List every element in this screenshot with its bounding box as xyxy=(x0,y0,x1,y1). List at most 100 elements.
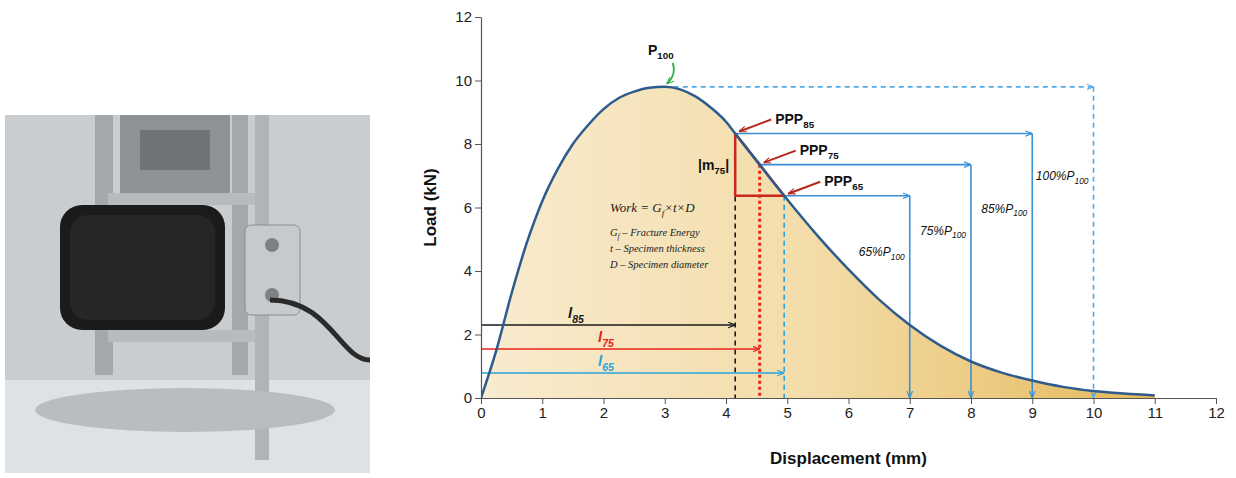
loading-head xyxy=(120,115,230,193)
x-tick: 9 xyxy=(1029,398,1037,421)
formula-line: t – Specimen thickness xyxy=(610,243,705,254)
text-part: PPP xyxy=(824,173,852,189)
level-label: 65%P100 xyxy=(859,245,905,262)
subscript: 100 xyxy=(952,230,966,240)
point-vertical xyxy=(783,196,785,398)
chart-root: 0123456789101112024681012Displacement (m… xyxy=(0,0,1236,478)
length-arrow xyxy=(481,348,760,350)
peak-pointer xyxy=(667,63,674,84)
y-tick: 2 xyxy=(464,326,481,343)
text-part: 65%P xyxy=(859,245,891,259)
x-tick: 3 xyxy=(661,398,669,421)
peak-label: P100 xyxy=(648,42,674,61)
y-tick-mark xyxy=(475,271,481,272)
subscript: 100 xyxy=(891,252,905,262)
specimen xyxy=(60,205,225,330)
subscript: 65 xyxy=(602,361,614,373)
x-tick-label: 5 xyxy=(784,404,792,421)
y-tick-mark xyxy=(475,17,481,18)
point-label: PPP75 xyxy=(800,142,839,161)
length-arrow xyxy=(481,372,784,374)
cable xyxy=(270,300,370,360)
x-tick-label: 2 xyxy=(600,404,608,421)
y-tick-mark xyxy=(475,335,481,336)
x-tick: 6 xyxy=(845,398,853,421)
level-label: 85%P100 xyxy=(981,202,1027,219)
x-tick-label: 12 xyxy=(1208,404,1225,421)
formula-line: Gf – Fracture Energy xyxy=(610,227,700,241)
point-pointer xyxy=(788,182,820,194)
point-vertical xyxy=(758,165,761,398)
load-curve xyxy=(481,87,1155,398)
x-tick-label: 6 xyxy=(845,404,853,421)
x-tick: 1 xyxy=(539,398,547,421)
base-plate xyxy=(35,388,335,432)
subscript: 85 xyxy=(803,119,814,130)
y-tick-label: 2 xyxy=(464,326,472,343)
photo-background xyxy=(5,115,370,473)
x-tick: 4 xyxy=(722,398,730,421)
plot-marks xyxy=(481,87,1155,398)
top-plate xyxy=(108,193,258,205)
slope-label: |m75| xyxy=(698,157,729,176)
load-cell xyxy=(140,130,210,170)
x-tick: 2 xyxy=(600,398,608,421)
point-label: PPP65 xyxy=(824,173,863,192)
point-pointer xyxy=(764,151,796,163)
specimen-face xyxy=(70,215,215,320)
subscript: 75 xyxy=(714,165,725,176)
y-tick-label: 0 xyxy=(464,389,472,406)
y-tick: 10 xyxy=(455,72,481,89)
clamp-screw xyxy=(265,238,279,252)
length-label: l85 xyxy=(568,304,584,325)
y-tick: 0 xyxy=(464,389,481,406)
x-tick-label: 3 xyxy=(661,404,669,421)
text-part: | xyxy=(725,157,729,173)
x-tick-label: 4 xyxy=(722,404,730,421)
bottom-plate xyxy=(108,330,258,342)
x-axis: 0123456789101112 xyxy=(477,398,1225,421)
text-part: ×t×D xyxy=(664,200,695,215)
drop-line xyxy=(909,196,911,398)
y-axis-line xyxy=(481,18,482,399)
y-tick-label: 6 xyxy=(464,199,472,216)
text-part: P xyxy=(648,42,657,58)
x-tick-label: 8 xyxy=(967,404,975,421)
x-tick: 11 xyxy=(1147,398,1163,421)
drop-line xyxy=(1031,134,1033,398)
photo-floor xyxy=(5,380,370,473)
length-arrow xyxy=(481,324,735,326)
level-line xyxy=(760,164,971,166)
text-part: |m xyxy=(698,157,714,173)
y-tick-label: 10 xyxy=(455,72,472,89)
y-tick: 4 xyxy=(464,262,481,279)
length-label: l75 xyxy=(598,328,614,349)
y-axis: 0 2 4 6 8 10 12 xyxy=(455,8,481,406)
text-part: PPP xyxy=(775,111,803,127)
formula-line: Work = Gf×t×D xyxy=(610,200,695,218)
text-part: 85%P xyxy=(981,202,1013,216)
text-part: PPP xyxy=(800,142,828,158)
x-tick-label: 9 xyxy=(1029,404,1037,421)
photo-schematic xyxy=(5,115,370,473)
length-label: l65 xyxy=(598,352,614,373)
text-part: Work = G xyxy=(610,200,662,215)
x-tick: 5 xyxy=(784,398,792,421)
curve-area xyxy=(481,87,1155,398)
x-tick-label: 11 xyxy=(1147,404,1163,421)
level-label: 100%P100 xyxy=(1036,169,1089,186)
subscript: 65 xyxy=(852,181,863,192)
y-tick: 8 xyxy=(464,135,481,152)
y-tick: 6 xyxy=(464,199,481,216)
subscript: 75 xyxy=(828,150,839,161)
subscript: 100 xyxy=(1075,176,1089,186)
x-tick-label: 0 xyxy=(477,404,485,421)
text-part: 100%P xyxy=(1036,169,1075,183)
x-tick-label: 1 xyxy=(539,404,547,421)
x-tick: 0 xyxy=(477,398,485,421)
y-tick-label: 4 xyxy=(464,262,472,279)
point-label: PPP85 xyxy=(775,111,814,130)
y-tick-label: 8 xyxy=(464,135,472,152)
y-tick: 12 xyxy=(455,8,481,25)
formula-line: D – Specimen diameter xyxy=(609,259,709,270)
